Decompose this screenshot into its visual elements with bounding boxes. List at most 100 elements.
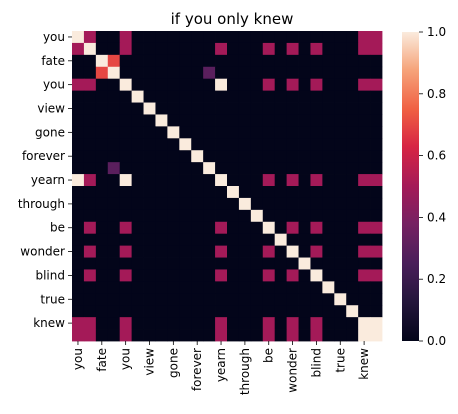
heatmap-cell [298,281,311,294]
heatmap-cell [95,186,109,199]
heatmap-cell [179,329,192,342]
heatmap-cell [155,78,168,92]
heatmap-cell [167,114,180,127]
heatmap-cell [370,162,383,175]
y-tick-label: fate [41,54,65,68]
heatmap-cell [143,31,156,44]
heatmap-cell [215,197,228,211]
heatmap-cell [215,209,228,223]
heatmap-cell [370,174,383,187]
heatmap-cell [72,114,85,127]
heatmap-cell [310,90,323,103]
heatmap-cell [274,126,288,139]
heatmap-cell [215,90,228,103]
heatmap-cell [72,90,85,103]
heatmap-cell [310,197,323,211]
heatmap-cell [227,78,240,92]
heatmap-cell [346,293,359,306]
heatmap-cell [346,174,359,187]
heatmap-cell [107,150,121,163]
heatmap-cell [72,42,85,56]
heatmap-cell [131,329,144,342]
heatmap-cell [179,54,192,68]
heatmap-cell [83,174,97,187]
heatmap-cell [72,233,85,247]
heatmap-cell [227,54,240,68]
heatmap-cell [310,317,323,330]
heatmap-cell [72,221,85,235]
heatmap-cell [155,221,168,235]
y-tick-label: you [43,78,65,92]
heatmap-cell [119,209,133,223]
heatmap-cell [155,269,168,282]
heatmap-cell [131,209,144,223]
heatmap-cell [83,138,97,151]
heatmap-cell [95,150,109,163]
y-tick-label: yearn [31,173,65,187]
heatmap-cell [238,269,252,282]
heatmap-cell [262,257,276,270]
heatmap-cell [334,78,347,92]
heatmap-cell [322,281,335,294]
heatmap-cell [238,221,252,235]
heatmap-cell [215,162,228,175]
heatmap-cell [131,197,144,211]
heatmap-cell [250,245,264,258]
heatmap-cell [322,317,335,330]
y-tick-label: knew [33,316,65,330]
heatmap-cell [95,245,109,258]
heatmap-cell [370,281,383,294]
heatmap-cell [155,54,168,68]
heatmap-cell [370,317,383,330]
heatmap-cell [346,31,359,44]
heatmap-cell [119,233,133,247]
heatmap-cell [155,150,168,163]
heatmap-cell [286,78,299,92]
heatmap-cell [179,186,192,199]
heatmap-cell [131,186,144,199]
heatmap-cell [250,197,264,211]
heatmap-cell [131,78,144,92]
heatmap-cell [83,186,97,199]
heatmap-cell [72,31,85,44]
heatmap-cell [83,209,97,223]
heatmap-cell [107,186,121,199]
heatmap-cell [298,102,311,115]
y-tick-label: you [43,30,65,44]
heatmap-cell [262,42,276,56]
heatmap-cell [227,66,240,80]
heatmap-cell [238,174,252,187]
heatmap-cell [131,245,144,258]
colorbar-tick-label: 0.4 [427,210,446,224]
heatmap-cell [72,329,85,342]
heatmap-cell [131,114,144,127]
heatmap-cell [179,245,192,258]
heatmap-cell [274,317,288,330]
heatmap-cell [179,42,192,56]
heatmap-cell [191,281,204,294]
heatmap-cell [250,281,264,294]
heatmap-cell [191,209,204,223]
heatmap-cell [95,209,109,223]
colorbar-tick-label: 0.0 [427,334,446,348]
heatmap-cell [191,90,204,103]
heatmap-cell [286,42,299,56]
heatmap-cell [274,281,288,294]
heatmap-cell [370,186,383,199]
heatmap-cell [83,257,97,270]
heatmap-cell [274,245,288,258]
heatmap-cell [370,90,383,103]
heatmap-cell [155,174,168,187]
heatmap-cell [370,42,383,56]
heatmap-cell [167,90,180,103]
heatmap-cell [346,317,359,330]
heatmap-cell [215,186,228,199]
heatmap-cell [191,66,204,80]
heatmap-cell [370,245,383,258]
heatmap-cell [238,293,252,306]
heatmap-cell [346,329,359,342]
heatmap-cell [107,114,121,127]
heatmap-cell [298,126,311,139]
x-axis-ticks: you fate you view gone forever yearn through be w… [71,341,371,395]
x-tick-label: fate [95,348,109,372]
